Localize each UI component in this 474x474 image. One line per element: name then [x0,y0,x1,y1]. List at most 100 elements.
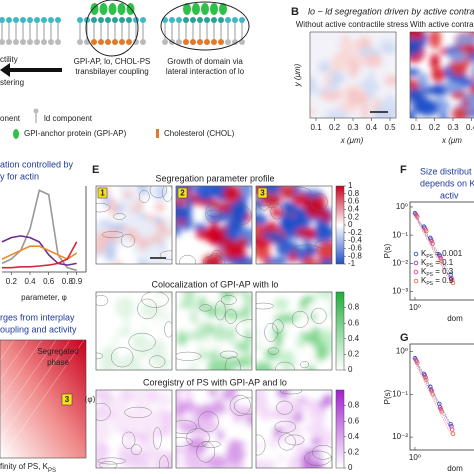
map [95,389,173,469]
blob [269,186,277,194]
blob [142,365,165,370]
lipid-head [20,17,26,23]
lipid-head [126,39,132,45]
colorbar-label: -0.2 [348,228,362,237]
panel-a-label: transbilayer coupling [75,67,148,76]
contour [235,319,252,338]
axis-label: dom [447,314,463,323]
blob [349,57,359,79]
line-series [1,189,77,272]
panel-a-label: Growth of domain via [167,57,243,66]
blob [265,257,289,264]
blob [196,357,210,365]
blob [161,307,172,315]
blob [194,416,213,437]
blob [139,344,147,356]
map-texture [256,186,332,264]
contour [312,444,332,460]
blob [324,71,332,90]
blob [209,354,233,362]
map-texture [410,32,474,118]
blob [310,106,316,116]
blobs [96,292,172,370]
panel-number: 3 [260,189,265,198]
blob [305,229,317,240]
blob [98,220,114,227]
blobs [256,186,332,264]
y-tick-label: 10⁻² [392,432,408,441]
phase-contour [0,339,85,461]
line-series [1,245,78,261]
blob [315,228,332,236]
phase-contour [0,339,57,421]
blob [429,53,440,70]
map-texture [96,292,172,370]
x-tick-label: 0.2 [6,277,18,286]
lipid-head [232,17,238,23]
contour [176,437,193,447]
panel-number: 2 [180,189,185,198]
blob [96,336,116,348]
blob [194,186,217,201]
colorbar-label: 0.2 [348,212,360,221]
legend-icon [156,129,159,138]
colorbar [335,185,345,265]
lipid-head [218,17,224,23]
blob [179,390,188,401]
contour [149,186,167,198]
map-texture [256,292,332,370]
x-tick-label: 0.1 [410,123,422,132]
blob [323,411,332,432]
panel-number-box [97,187,108,199]
point [415,214,420,219]
lipid-head [176,17,182,23]
map-frame [255,291,333,371]
blob [96,419,110,438]
legend-icon [33,108,39,114]
y-tick-label: 10⁻² [392,258,408,267]
blob [151,339,166,351]
blob [330,69,341,88]
blob [140,303,159,317]
blob [363,54,383,68]
contour [219,350,238,359]
point [415,360,420,365]
blob [256,425,274,443]
blobs [256,292,332,370]
lipid-head [197,17,203,23]
y-tick-label: 10⁻³ [392,287,408,296]
map-texture [256,390,332,468]
colorbar-label: 0.2 [348,350,360,359]
y-tick-label: 10⁰ [396,202,408,211]
x-tick-label: 0.8 [62,277,74,286]
gpi-protein [117,3,126,15]
legend-swatch [413,269,419,275]
blob [332,51,351,72]
blob [311,358,332,370]
blob [256,213,268,227]
x-tick-label: 0.4 [366,123,378,132]
blob [280,218,299,229]
blob [114,259,122,264]
blob [96,236,107,254]
legend-swatch [413,278,419,284]
blobs [310,34,396,118]
blob [205,213,229,223]
lipid-head [98,17,104,23]
subscript: PS [48,468,56,474]
blob [315,341,328,361]
blob [273,297,290,311]
contour [162,186,172,202]
blob [440,48,448,55]
row-title: Segregation parameter profile [155,173,274,183]
blob [361,77,378,98]
axis-label: x (μm [441,136,462,145]
lipid-head [6,17,12,23]
contour [208,253,222,264]
blob [202,254,220,264]
blob [147,186,159,200]
blob [177,451,185,468]
blob [318,60,330,73]
lipid-head [140,17,146,23]
phase-label: Segregated [37,347,78,356]
